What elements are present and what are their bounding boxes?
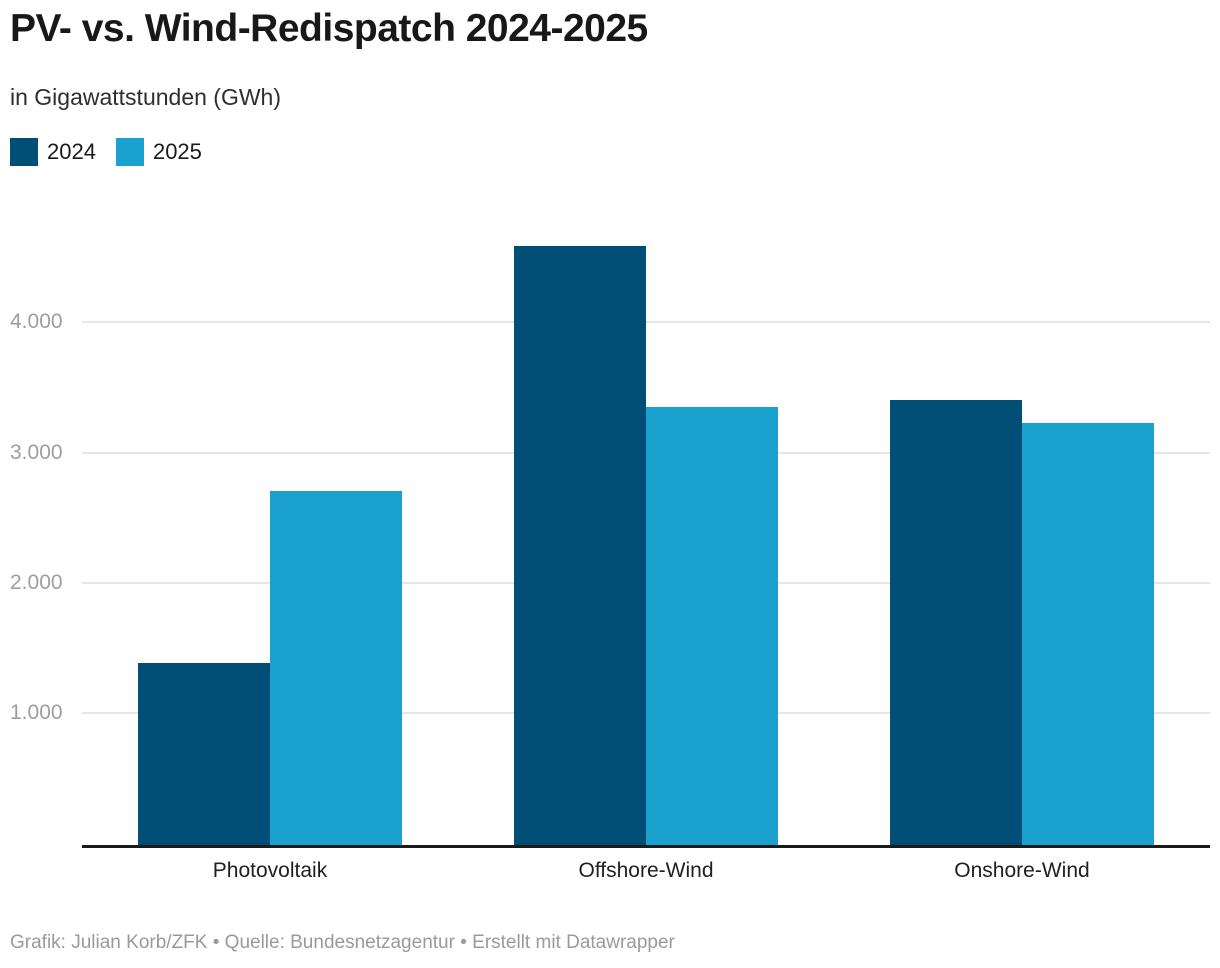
y-axis-tick-label: 4.000 bbox=[10, 310, 63, 334]
y-axis-tick-label: 1.000 bbox=[10, 701, 63, 725]
bar-2025-photovoltaik bbox=[270, 490, 402, 845]
bar-2024-photovoltaik bbox=[138, 662, 270, 845]
bar-2024-onshore-wind bbox=[890, 400, 1022, 845]
x-axis-label-onshore-wind: Onshore-Wind bbox=[954, 859, 1090, 882]
legend: 2024 2025 bbox=[10, 138, 222, 166]
y-axis-tick-label: 3.000 bbox=[10, 440, 63, 464]
legend-label-2025: 2025 bbox=[152, 139, 202, 164]
x-axis-label-photovoltaik: Photovoltaik bbox=[212, 859, 328, 882]
bar-2025-offshore-wind bbox=[646, 406, 778, 845]
x-axis-label-offshore-wind: Offshore-Wind bbox=[578, 859, 714, 882]
chart-subtitle: in Gigawattstunden (GWh) bbox=[10, 84, 282, 110]
gridline-4000 bbox=[82, 321, 1210, 324]
bar-2024-offshore-wind bbox=[514, 245, 646, 845]
x-axis-line bbox=[82, 845, 1210, 848]
y-axis-tick-label: 2.000 bbox=[10, 570, 63, 594]
bar-2025-onshore-wind bbox=[1022, 423, 1154, 845]
chart-title: PV- vs. Wind-Redispatch 2024-2025 bbox=[10, 7, 648, 50]
legend-item-2024: 2024 bbox=[10, 138, 96, 166]
legend-swatch-2025 bbox=[115, 138, 144, 166]
attribution-footer: Grafik: Julian Korb/ZFK • Quelle: Bundes… bbox=[10, 932, 675, 953]
legend-swatch-2024 bbox=[10, 138, 38, 166]
legend-item-2025: 2025 bbox=[115, 138, 202, 166]
legend-label-2024: 2024 bbox=[47, 139, 96, 164]
